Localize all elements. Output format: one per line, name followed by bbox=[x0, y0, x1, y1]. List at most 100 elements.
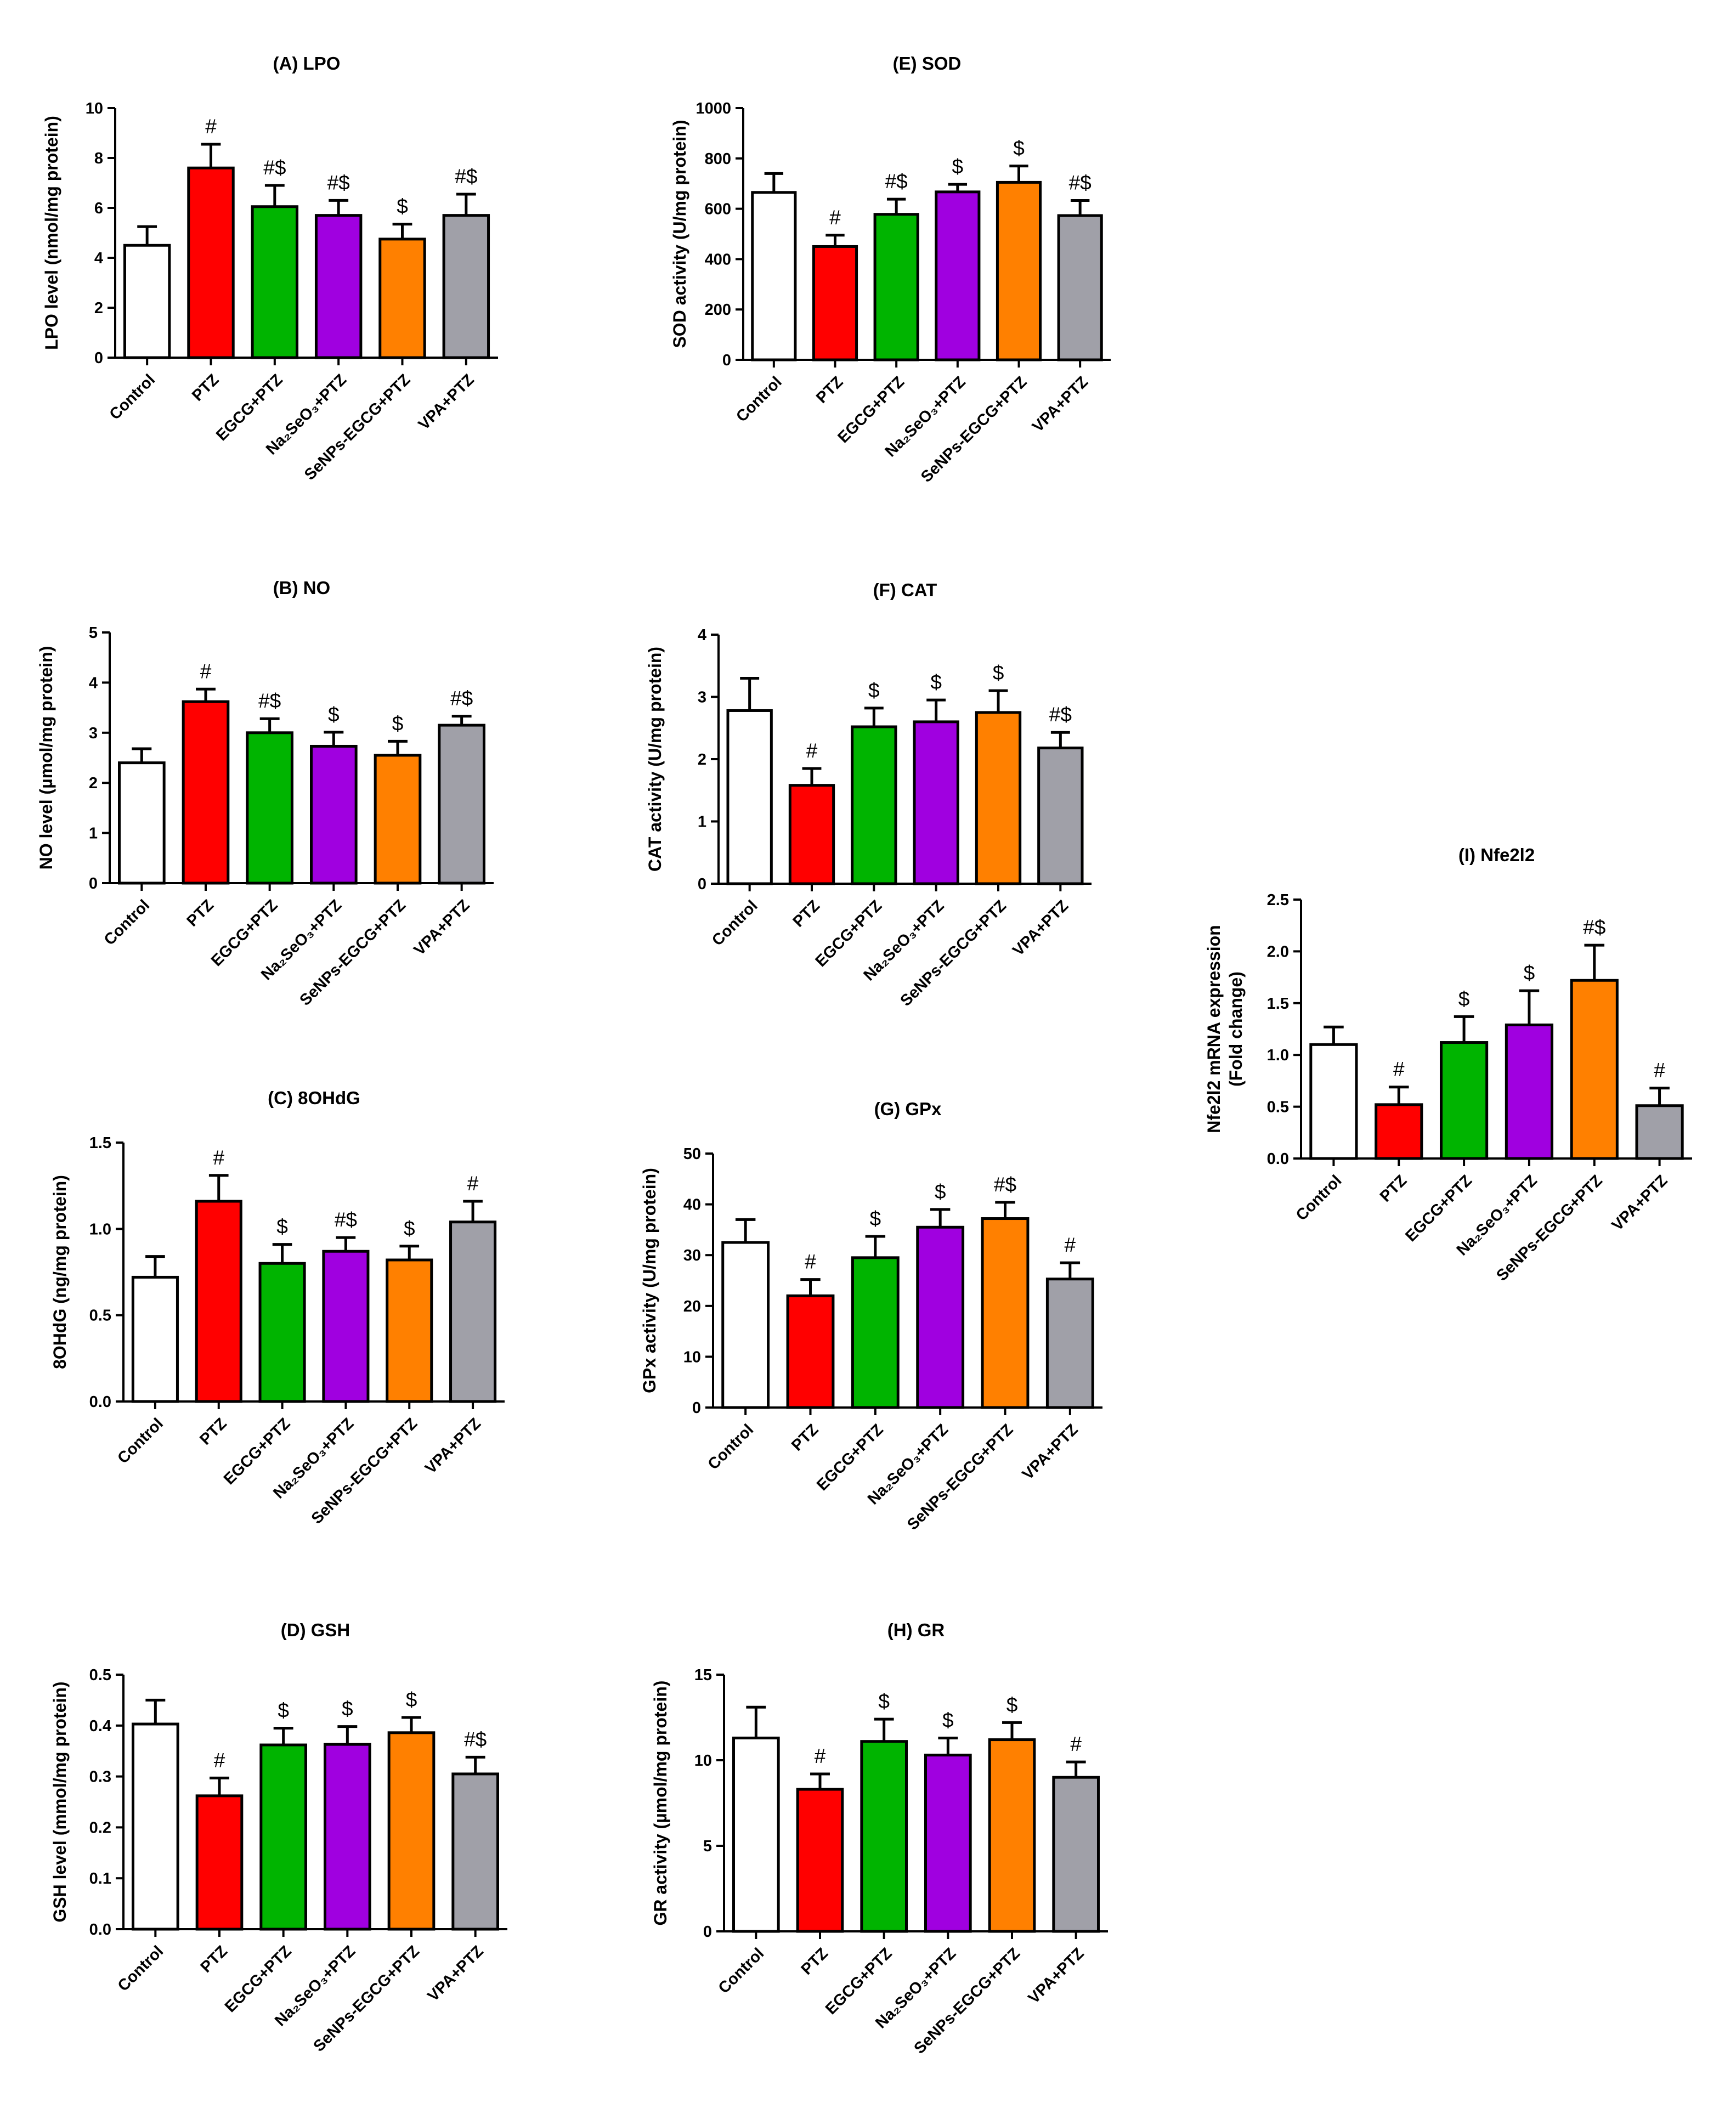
category-label: PTZ bbox=[189, 371, 222, 404]
category-label: VPA+PTZ bbox=[1025, 1945, 1088, 2007]
y-tick-label: 1.0 bbox=[89, 1220, 111, 1238]
y-tick-label: 200 bbox=[705, 301, 731, 319]
category-label: VPA+PTZ bbox=[1609, 1172, 1671, 1234]
y-tick-label: 3 bbox=[698, 689, 706, 707]
bar-E-0 bbox=[751, 191, 797, 361]
panel-H: (H) GR GR activity (µmol/mg protein) 0 5 10 1… bbox=[651, 1620, 1108, 2058]
bar-B-4 bbox=[374, 754, 422, 885]
panel-D: (D) GSH GSH level (mmol/mg protein) 0.0 0.1… bbox=[50, 1620, 507, 2055]
significance-mark: # bbox=[829, 206, 841, 229]
category-label: VPA+PTZ bbox=[1009, 897, 1072, 959]
bar-A-2 bbox=[251, 205, 299, 359]
y-tick-label: 3 bbox=[89, 725, 98, 742]
significance-mark: $ bbox=[868, 679, 880, 702]
category-label: PTZ bbox=[197, 1942, 231, 1976]
y-tick-label: 15 bbox=[694, 1666, 712, 1684]
significance-mark: $ bbox=[942, 1709, 954, 1731]
bar-H-5 bbox=[1052, 1776, 1100, 1933]
y-tick-label: 10 bbox=[683, 1348, 701, 1366]
y-tick-label: 800 bbox=[705, 150, 731, 168]
category-label: SeNPs-EGCG+PTZ bbox=[918, 373, 1031, 486]
y-axis-label-F: CAT activity (U/mg protein) bbox=[645, 647, 665, 872]
y-tick-label: 4 bbox=[698, 626, 706, 644]
significance-mark: $ bbox=[878, 1690, 890, 1713]
category-label: SeNPs-EGCG+PTZ bbox=[911, 1945, 1023, 2058]
significance-mark: #$ bbox=[327, 171, 350, 194]
significance-mark: #$ bbox=[335, 1208, 357, 1231]
significance-mark: $ bbox=[392, 712, 404, 734]
bar-G-0 bbox=[721, 1241, 770, 1409]
y-tick-label: 6 bbox=[94, 200, 103, 217]
bar-A-4 bbox=[378, 238, 426, 359]
panel-I: (I) Nfe2l2 Nfe2l2 mRNA expression (Fold ch… bbox=[1204, 845, 1692, 1285]
bar-H-0 bbox=[732, 1736, 780, 1933]
significance-mark: # bbox=[806, 739, 818, 762]
bar-I-5 bbox=[1635, 1104, 1684, 1160]
significance-mark: $ bbox=[404, 1217, 415, 1240]
y-tick-label: 1.5 bbox=[89, 1134, 111, 1152]
bar-B-5 bbox=[438, 724, 485, 885]
category-label: SeNPs-EGCG+PTZ bbox=[310, 1942, 423, 2055]
significance-mark: # bbox=[214, 1749, 225, 1771]
bar-I-4 bbox=[1570, 979, 1619, 1160]
chart-title-I: (I) Nfe2l2 bbox=[1458, 845, 1535, 865]
bar-C-5 bbox=[449, 1220, 497, 1403]
category-label: Control bbox=[106, 371, 159, 423]
y-tick-label: 1000 bbox=[695, 100, 731, 117]
bar-D-3 bbox=[324, 1743, 371, 1931]
y-tick-label: 1.5 bbox=[1267, 995, 1289, 1013]
bar-G-1 bbox=[786, 1294, 835, 1409]
y-tick-label: 0.0 bbox=[1267, 1150, 1289, 1168]
significance-mark: # bbox=[1065, 1234, 1076, 1256]
category-label: PTZ bbox=[196, 1415, 230, 1448]
y-axis-label-I: Nfe2l2 mRNA expression bbox=[1204, 925, 1224, 1133]
category-label: VPA+PTZ bbox=[411, 896, 473, 959]
y-tick-label: 0.3 bbox=[89, 1768, 111, 1786]
y-tick-label: 400 bbox=[705, 251, 731, 268]
y-tick-label: 0.5 bbox=[89, 1307, 111, 1325]
category-label: PTZ bbox=[813, 373, 846, 406]
significance-mark: $ bbox=[1013, 137, 1025, 160]
bar-B-1 bbox=[182, 700, 230, 885]
chart-title-E: (E) SOD bbox=[893, 53, 962, 74]
bar-H-3 bbox=[924, 1754, 972, 1933]
bar-F-5 bbox=[1037, 747, 1084, 885]
significance-mark: $ bbox=[870, 1207, 881, 1230]
bar-E-3 bbox=[935, 190, 981, 361]
bar-G-2 bbox=[851, 1256, 900, 1409]
significance-mark: $ bbox=[935, 1180, 946, 1203]
significance-mark: $ bbox=[1006, 1693, 1018, 1716]
category-label: SeNPs-EGCG+PTZ bbox=[308, 1415, 421, 1528]
significance-mark: #$ bbox=[885, 170, 908, 193]
category-label: PTZ bbox=[788, 1421, 822, 1454]
y-tick-label: 4 bbox=[89, 674, 98, 692]
y-tick-label: 0.5 bbox=[1267, 1099, 1289, 1116]
category-label: SeNPs-EGCG+PTZ bbox=[897, 897, 1010, 1010]
bar-E-5 bbox=[1057, 214, 1103, 361]
y-tick-label: 0.1 bbox=[89, 1870, 111, 1887]
y-axis-label-H: GR activity (µmol/mg protein) bbox=[651, 1681, 670, 1926]
panel-C: (C) 8OHdG 8OHdG (ng/mg protein) 0.0 0.5 1.0 1… bbox=[50, 1088, 505, 1528]
panel-G: (G) GPx GPx activity (U/mg protein) 0 10 20 3… bbox=[640, 1099, 1102, 1534]
category-label: VPA+PTZ bbox=[1029, 373, 1092, 436]
chart-title-D: (D) GSH bbox=[281, 1620, 350, 1640]
category-label: Control bbox=[101, 896, 154, 949]
y-tick-label: 20 bbox=[683, 1298, 701, 1315]
chart-title-B: (B) NO bbox=[273, 578, 330, 598]
y-tick-label: 1 bbox=[698, 813, 706, 831]
y-tick-label: 0.0 bbox=[89, 1921, 111, 1939]
significance-mark: #$ bbox=[1049, 703, 1072, 726]
panel-E: (E) SOD SOD activity (U/mg protein) 0 200 40… bbox=[670, 53, 1111, 486]
y-tick-label: 2 bbox=[94, 299, 103, 317]
bar-E-2 bbox=[873, 213, 919, 361]
chart-title-G: (G) GPx bbox=[874, 1099, 942, 1119]
bar-D-4 bbox=[387, 1731, 436, 1931]
category-label: VPA+PTZ bbox=[425, 1942, 487, 2005]
category-label: SeNPs-EGCG+PTZ bbox=[301, 371, 414, 484]
bar-F-2 bbox=[851, 725, 897, 885]
significance-mark: $ bbox=[406, 1688, 417, 1711]
y-tick-label: 4 bbox=[94, 250, 103, 267]
significance-mark: #$ bbox=[450, 687, 473, 710]
bar-B-3 bbox=[310, 744, 358, 885]
y-tick-label: 0 bbox=[703, 1923, 712, 1941]
